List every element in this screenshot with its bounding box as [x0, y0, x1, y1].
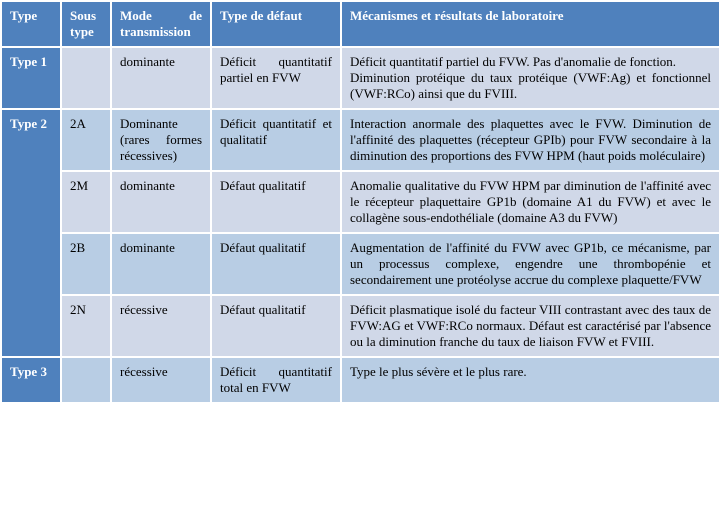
- mech-cell: Déficit plasmatique isolé du facteur VII…: [341, 295, 719, 357]
- header-sous: Sous type: [61, 1, 111, 47]
- table-row: 2B dominante Défaut qualitatif Augmentat…: [1, 233, 719, 295]
- defaut-cell: Déficit quantitatif partiel en FVW: [211, 47, 341, 109]
- mode-cell: dominante: [111, 171, 211, 233]
- sous-cell: 2B: [61, 233, 111, 295]
- table-row: 2M dominante Défaut qualitatif Anomalie …: [1, 171, 719, 233]
- table-row: Type 1 dominante Déficit quantitatif par…: [1, 47, 719, 109]
- mech-cell: Anomalie qualitative du FVW HPM par dimi…: [341, 171, 719, 233]
- sous-cell: 2A: [61, 109, 111, 171]
- mech-cell: Interaction anormale des plaquettes avec…: [341, 109, 719, 171]
- defaut-cell: Déficit quantitatif et qualitatif: [211, 109, 341, 171]
- sous-cell: 2M: [61, 171, 111, 233]
- sous-cell: [61, 47, 111, 109]
- defaut-cell: Déficit quantitatif total en FVW: [211, 357, 341, 403]
- header-type: Type: [1, 1, 61, 47]
- type-cell: Type 2: [1, 109, 61, 357]
- type-cell: Type 1: [1, 47, 61, 109]
- header-mode: Mode de transmission: [111, 1, 211, 47]
- mode-cell: dominante: [111, 47, 211, 109]
- mode-cell: récessive: [111, 295, 211, 357]
- vwd-classification-table: Type Sous type Mode de transmission Type…: [0, 0, 719, 404]
- mode-cell: dominante: [111, 233, 211, 295]
- mech-cell: Déficit quantitatif partiel du FVW. Pas …: [341, 47, 719, 109]
- table-row: 2N récessive Défaut qualitatif Déficit p…: [1, 295, 719, 357]
- sous-cell: 2N: [61, 295, 111, 357]
- defaut-cell: Défaut qualitatif: [211, 171, 341, 233]
- table-row: Type 2 2A Dominante (rares formes récess…: [1, 109, 719, 171]
- table-row: Type 3 récessive Déficit quantitatif tot…: [1, 357, 719, 403]
- sous-cell: [61, 357, 111, 403]
- defaut-cell: Défaut qualitatif: [211, 295, 341, 357]
- defaut-cell: Défaut qualitatif: [211, 233, 341, 295]
- mode-cell: Dominante (rares formes récessives): [111, 109, 211, 171]
- mode-cell: récessive: [111, 357, 211, 403]
- mech-cell: Type le plus sévère et le plus rare.: [341, 357, 719, 403]
- header-row: Type Sous type Mode de transmission Type…: [1, 1, 719, 47]
- mech-cell: Augmentation de l'affinité du FVW avec G…: [341, 233, 719, 295]
- type-cell: Type 3: [1, 357, 61, 403]
- header-mech: Mécanismes et résultats de laboratoire: [341, 1, 719, 47]
- header-defaut: Type de défaut: [211, 1, 341, 47]
